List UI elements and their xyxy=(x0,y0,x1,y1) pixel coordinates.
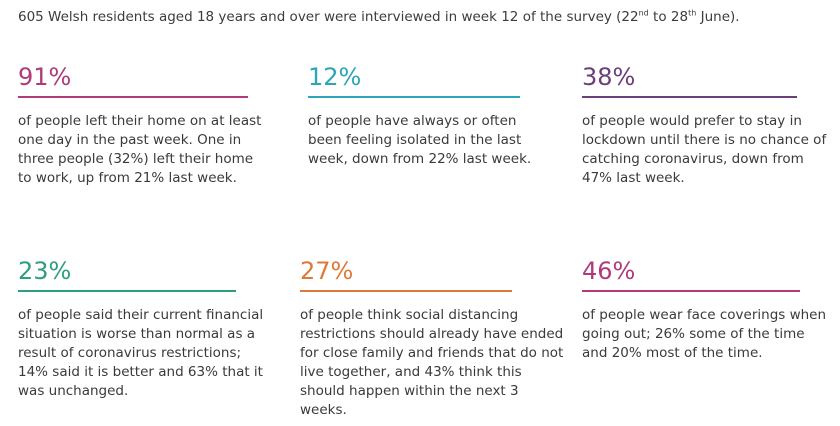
stat-divider xyxy=(18,96,248,98)
stat-value: 27% xyxy=(300,257,354,285)
stat-description: of people think social distancing restri… xyxy=(300,307,564,418)
stat-card-face-coverings: 46% of people wear face coverings when g… xyxy=(582,256,826,363)
intro-part-3: June). xyxy=(696,9,740,25)
intro-sup-th: th xyxy=(688,8,697,18)
intro-part-1: 605 Welsh residents aged 18 years and ov… xyxy=(18,9,639,25)
stat-description: of people left their home on at least on… xyxy=(18,113,262,186)
stat-description: of people said their current financial s… xyxy=(18,307,264,399)
stat-value: 23% xyxy=(18,257,72,285)
stat-description: of people wear face coverings when going… xyxy=(582,307,827,361)
stat-value: 91% xyxy=(18,63,72,91)
stat-card-isolated: 12% of people have always or often been … xyxy=(308,62,531,169)
stat-description: of people have always or often been feel… xyxy=(308,113,532,167)
intro-part-2: to 28 xyxy=(648,9,689,25)
stat-divider xyxy=(582,96,797,98)
intro-text: 605 Welsh residents aged 18 years and ov… xyxy=(18,9,740,25)
stat-divider xyxy=(308,96,520,98)
stat-card-social-distancing: 27% of people think social distancing re… xyxy=(300,256,563,420)
stat-value: 46% xyxy=(582,257,636,285)
stat-card-financial: 23% of people said their current financi… xyxy=(18,256,263,401)
stat-divider xyxy=(18,290,236,292)
stat-value: 38% xyxy=(582,63,636,91)
stat-divider xyxy=(582,290,800,292)
stat-divider xyxy=(300,290,512,292)
intro-sup-nd: nd xyxy=(638,8,649,18)
stat-card-left-home: 91% of people left their home on at leas… xyxy=(18,62,261,188)
stat-card-lockdown: 38% of people would prefer to stay in lo… xyxy=(582,62,826,188)
stat-description: of people would prefer to stay in lockdo… xyxy=(582,113,827,186)
stat-value: 12% xyxy=(308,63,362,91)
